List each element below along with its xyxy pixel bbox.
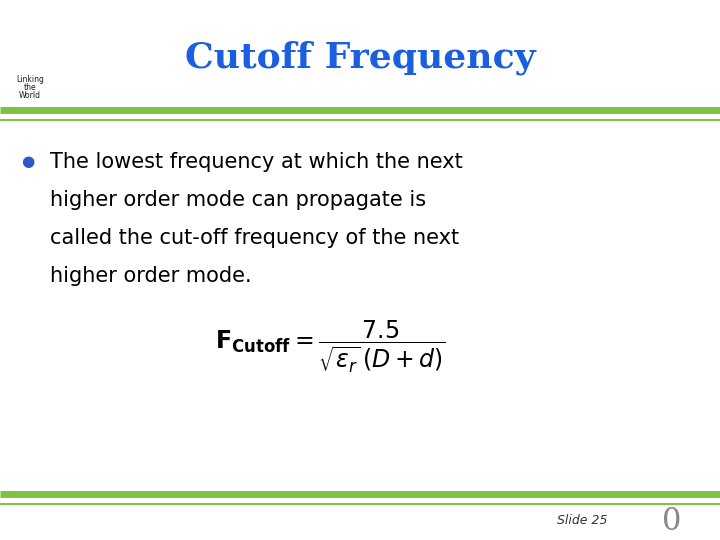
Text: 0: 0 bbox=[662, 507, 682, 537]
Text: The lowest frequency at which the next: The lowest frequency at which the next bbox=[50, 152, 463, 172]
Text: Linking: Linking bbox=[16, 76, 44, 84]
Text: $\mathbf{F}_{\mathbf{Cutoff}} = \dfrac{7.5}{\sqrt{\epsilon_r}\,(D+d)}$: $\mathbf{F}_{\mathbf{Cutoff}} = \dfrac{7… bbox=[215, 319, 445, 375]
Text: World: World bbox=[19, 91, 41, 100]
Text: higher order mode can propagate is: higher order mode can propagate is bbox=[50, 190, 426, 210]
Text: the: the bbox=[24, 84, 36, 92]
Text: called the cut-off frequency of the next: called the cut-off frequency of the next bbox=[50, 228, 459, 248]
Text: higher order mode.: higher order mode. bbox=[50, 266, 251, 286]
Text: ●: ● bbox=[22, 154, 35, 170]
Text: Slide 25: Slide 25 bbox=[557, 514, 607, 526]
Text: Cutoff Frequency: Cutoff Frequency bbox=[185, 40, 535, 75]
